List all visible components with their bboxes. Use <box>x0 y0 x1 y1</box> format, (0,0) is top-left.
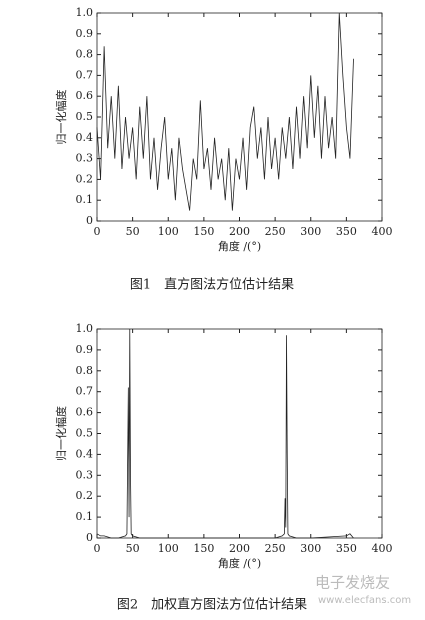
x-tick-label: 50 <box>126 225 140 238</box>
y-tick-label: 0.6 <box>76 406 94 419</box>
x-tick-label: 300 <box>300 542 321 555</box>
y-tick-label: 0.9 <box>76 343 94 356</box>
y-axis-label: 归一化幅度 <box>54 406 68 461</box>
y-tick-label: 0.4 <box>76 131 94 144</box>
x-tick-label: 400 <box>372 225 393 238</box>
y-tick-label: 0.2 <box>76 172 94 185</box>
x-tick-label: 250 <box>265 542 286 555</box>
x-tick-label: 0 <box>94 225 101 238</box>
x-tick-label: 350 <box>336 225 357 238</box>
watermark-url: www.elecfans.com <box>318 595 411 606</box>
x-tick-label: 350 <box>336 542 357 555</box>
x-tick-label: 50 <box>126 542 140 555</box>
caption: 图2 加权直方图法方位估计结果 <box>117 597 307 613</box>
y-tick-label: 1.0 <box>76 6 94 19</box>
y-tick-label: 0.4 <box>76 447 94 460</box>
x-tick-label: 200 <box>229 542 250 555</box>
data-line <box>96 328 354 539</box>
x-tick-label: 200 <box>229 225 250 238</box>
x-tick-label: 400 <box>372 542 393 555</box>
x-tick-label: 150 <box>193 225 214 238</box>
y-tick-label: 0.7 <box>76 68 94 81</box>
y-tick-label: 0 <box>86 214 93 227</box>
x-tick-label: 100 <box>158 225 179 238</box>
y-tick-label: 0.5 <box>76 427 94 440</box>
x-tick-label: 0 <box>94 542 101 555</box>
y-tick-label: 0.8 <box>76 364 94 377</box>
plot-frame <box>96 328 383 539</box>
y-tick-label: 0.7 <box>76 385 94 398</box>
caption: 图1 直方图法方位估计结果 <box>130 277 294 293</box>
y-tick-label: 0.8 <box>76 48 94 61</box>
plot-frame <box>96 12 383 222</box>
y-tick-label: 0.6 <box>76 89 94 102</box>
x-tick-label: 100 <box>158 542 179 555</box>
x-tick-label: 250 <box>265 225 286 238</box>
data-line <box>96 12 354 211</box>
y-tick-label: 0.3 <box>76 152 94 165</box>
x-tick-label: 300 <box>300 225 321 238</box>
x-axis-label: 角度 /(°) <box>218 239 261 253</box>
x-axis-label: 角度 /(°) <box>218 556 261 570</box>
y-axis-label: 归一化幅度 <box>54 90 68 145</box>
x-tick-label: 150 <box>193 542 214 555</box>
y-tick-label: 0 <box>86 531 93 544</box>
watermark: 电子发烧友 <box>315 574 390 592</box>
y-tick-label: 0.2 <box>76 489 94 502</box>
y-tick-label: 0.1 <box>76 510 94 523</box>
y-tick-label: 0.1 <box>76 193 94 206</box>
y-tick-label: 0.5 <box>76 110 94 123</box>
y-tick-label: 0.3 <box>76 468 94 481</box>
y-tick-label: 1.0 <box>76 322 94 335</box>
y-tick-label: 0.9 <box>76 27 94 40</box>
